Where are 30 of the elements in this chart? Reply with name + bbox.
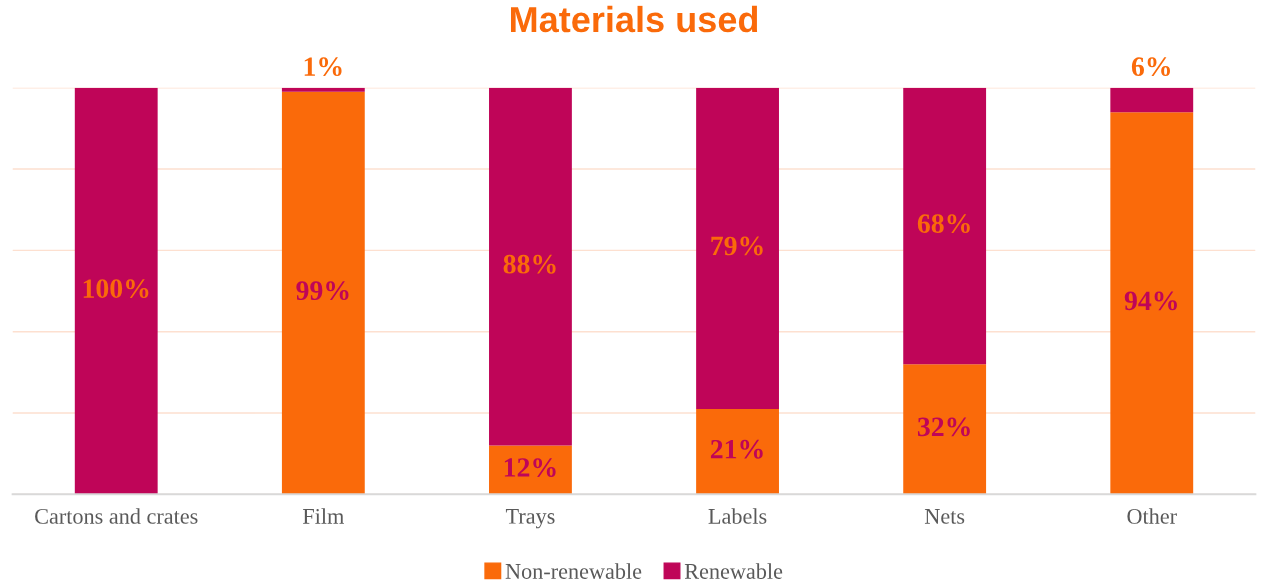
data-label: 68% [917, 214, 970, 234]
bar [1110, 112, 1194, 495]
data-label: 6% [1131, 57, 1170, 77]
x-tick-label: Nets [924, 509, 965, 524]
x-tick-label: Labels [708, 508, 767, 524]
data-label: 88% [503, 254, 556, 274]
x-tick-label: Film [302, 508, 344, 524]
bar [281, 87, 365, 92]
legend-label: Renewable [684, 563, 783, 579]
x-tick-label: Cartons and crates [35, 508, 198, 524]
x-tick-label: Trays [505, 509, 555, 529]
bar [74, 87, 158, 495]
data-label: 94% [1124, 291, 1177, 311]
bar [696, 87, 779, 409]
bar [281, 91, 365, 495]
bar [903, 87, 987, 365]
data-label: 1% [304, 57, 342, 77]
x-tick-label: Other [1127, 508, 1177, 524]
data-label: 99% [296, 281, 349, 301]
chart-title: Materials used [510, 5, 758, 33]
data-label: 79% [711, 236, 763, 256]
bar [489, 87, 572, 446]
data-label: 21% [710, 439, 763, 459]
bar [1110, 87, 1194, 113]
data-label: 32% [917, 417, 970, 437]
data-label: 100% [83, 279, 149, 299]
data-label: 12% [504, 458, 556, 477]
bar [903, 364, 987, 495]
bar [696, 408, 779, 495]
legend-label: Non-renewable [505, 563, 642, 579]
